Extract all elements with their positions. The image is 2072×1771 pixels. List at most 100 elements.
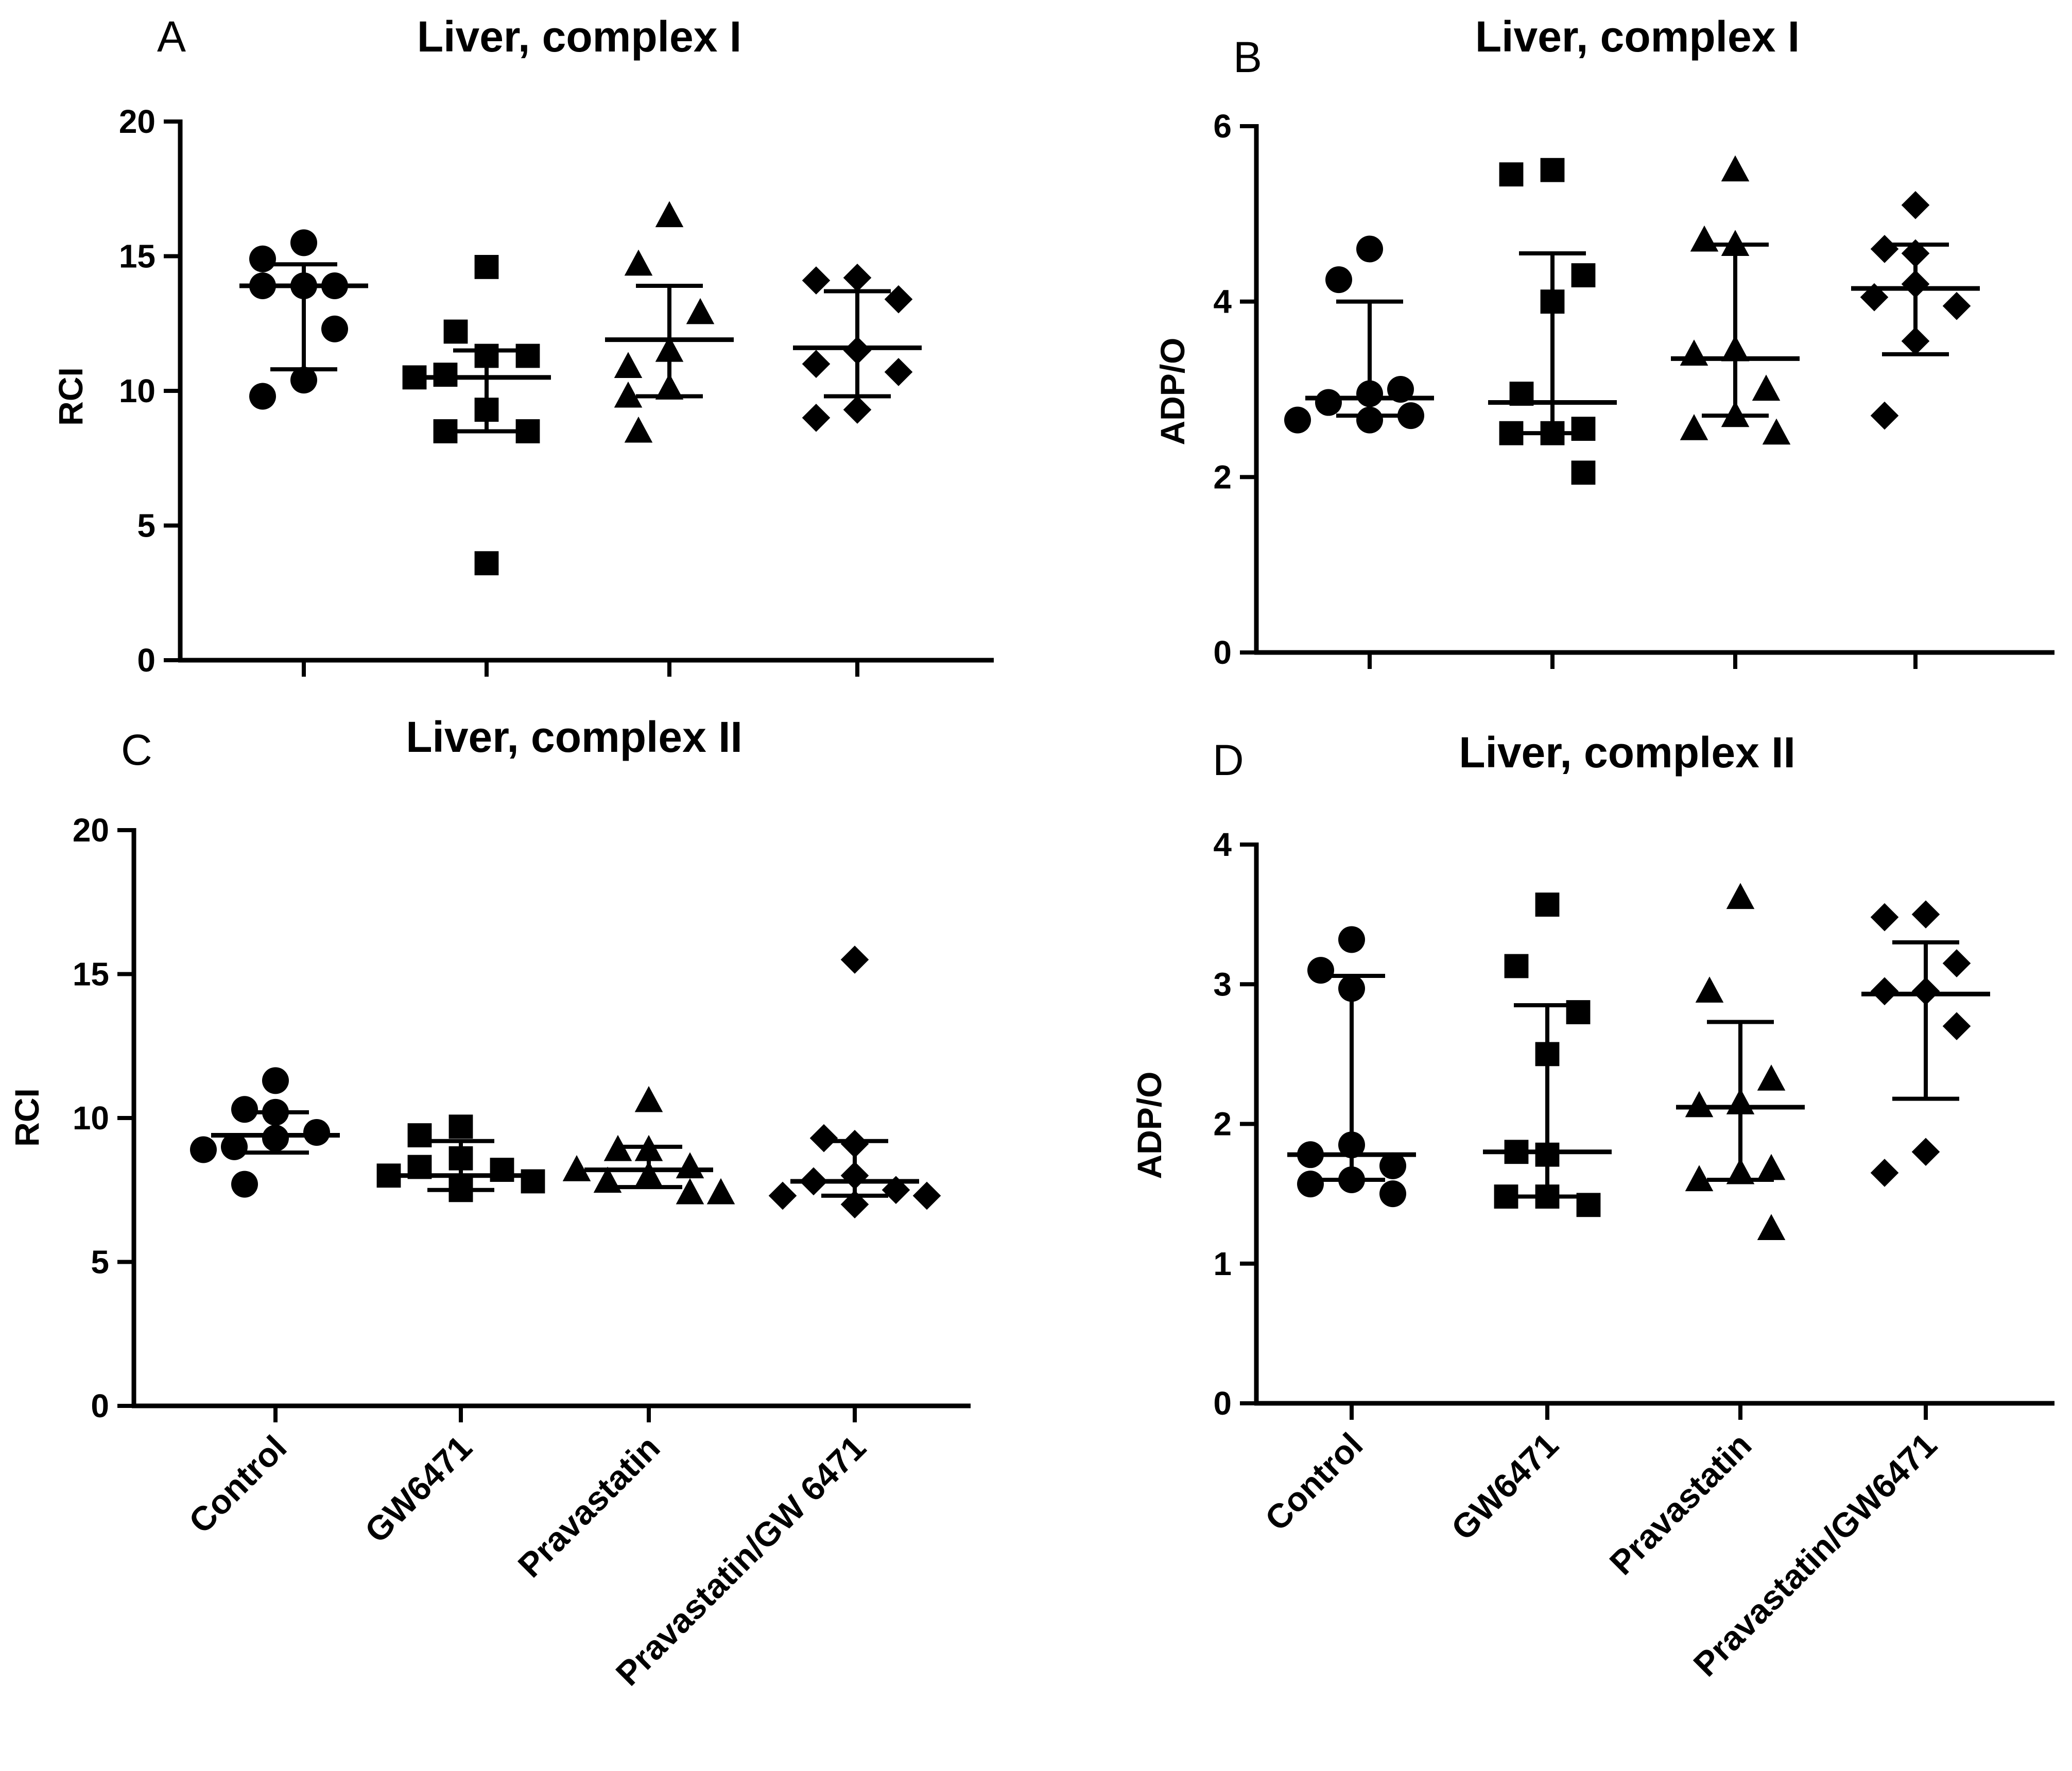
panel-a: A Liver, complex I RCI 0 5 10 15 20 bbox=[51, 12, 994, 679]
data-point bbox=[1690, 225, 1719, 252]
data-point bbox=[706, 1178, 735, 1205]
x-category-label: Control bbox=[181, 1428, 293, 1540]
data-point bbox=[474, 255, 499, 279]
y-tick-label: 10 bbox=[73, 1099, 109, 1137]
data-point bbox=[809, 1124, 838, 1153]
y-tick-label: 20 bbox=[73, 812, 109, 849]
y-tick-label: 4 bbox=[1213, 283, 1232, 320]
data-point bbox=[1757, 1154, 1786, 1180]
panel-d-letter: D bbox=[1213, 736, 1244, 784]
y-tick-label: 4 bbox=[1213, 826, 1232, 863]
data-point bbox=[1397, 402, 1424, 429]
data-point bbox=[1901, 191, 1930, 219]
data-point bbox=[676, 1178, 704, 1205]
data-point bbox=[262, 1067, 289, 1094]
data-point bbox=[1297, 1171, 1324, 1198]
panel-a-ylabel: RCI bbox=[51, 367, 90, 426]
data-point bbox=[290, 367, 317, 394]
data-point bbox=[1721, 155, 1750, 182]
panel-c-title: Liver, complex II bbox=[406, 713, 743, 761]
y-tick-label: 5 bbox=[137, 507, 156, 544]
data-point bbox=[1499, 162, 1524, 187]
data-point bbox=[1757, 1064, 1786, 1091]
panel-d-title: Liver, complex II bbox=[1459, 728, 1795, 777]
data-point bbox=[843, 396, 872, 424]
panel-c-ylabel: RCI bbox=[8, 1088, 46, 1147]
data-point bbox=[686, 298, 715, 324]
data-point bbox=[593, 1166, 622, 1193]
data-point bbox=[321, 315, 348, 342]
x-category-label: GW6471 bbox=[357, 1428, 479, 1550]
data-point bbox=[190, 1136, 217, 1163]
data-point bbox=[1284, 406, 1311, 434]
data-point bbox=[249, 383, 276, 410]
data-point bbox=[221, 1133, 248, 1160]
data-point bbox=[1911, 900, 1940, 929]
data-point bbox=[1680, 414, 1708, 440]
data-point bbox=[1870, 235, 1899, 263]
data-point bbox=[802, 350, 831, 378]
panel-d: D Liver, complex II ADP/O 0 1 2 3 4 Control GW… bbox=[1130, 728, 2054, 1683]
data-point bbox=[634, 1086, 663, 1112]
data-point bbox=[433, 363, 458, 387]
panel-b-letter: B bbox=[1233, 33, 1262, 81]
data-point bbox=[1540, 158, 1565, 182]
data-point bbox=[1685, 1165, 1714, 1192]
data-point bbox=[768, 1181, 797, 1210]
data-point bbox=[490, 1158, 514, 1182]
y-tick-label: 5 bbox=[91, 1244, 109, 1281]
panel-b-plot: 0 2 4 6 bbox=[1213, 108, 2054, 671]
data-point bbox=[231, 1171, 258, 1198]
data-point bbox=[1379, 1180, 1406, 1208]
data-point bbox=[1695, 976, 1724, 1003]
data-point bbox=[884, 358, 913, 386]
data-point bbox=[407, 1123, 432, 1147]
y-tick-label: 0 bbox=[1213, 1385, 1232, 1422]
data-point bbox=[624, 249, 653, 276]
x-category-label: Pravastatin bbox=[510, 1428, 667, 1585]
data-point bbox=[303, 1119, 330, 1146]
y-tick-label: 2 bbox=[1213, 458, 1232, 495]
data-point bbox=[1680, 339, 1708, 366]
x-category-label: GW6471 bbox=[1444, 1425, 1566, 1548]
data-point bbox=[1870, 903, 1899, 932]
data-point bbox=[1535, 892, 1560, 917]
data-point bbox=[1942, 1012, 1971, 1040]
data-point bbox=[676, 1152, 704, 1179]
data-point bbox=[1685, 1091, 1714, 1117]
data-point bbox=[614, 352, 643, 379]
y-tick-label: 15 bbox=[73, 956, 109, 993]
data-point bbox=[1870, 401, 1899, 430]
data-point bbox=[1757, 1214, 1786, 1241]
data-point bbox=[1571, 263, 1596, 287]
x-category-label: Control bbox=[1257, 1425, 1370, 1538]
data-point bbox=[1752, 374, 1781, 401]
data-point bbox=[655, 201, 684, 228]
panel-a-plot: 0 5 10 15 20 bbox=[119, 103, 994, 679]
data-point bbox=[443, 319, 468, 344]
data-point bbox=[1911, 1138, 1940, 1166]
data-point bbox=[1307, 957, 1334, 984]
data-point bbox=[912, 1181, 941, 1210]
panel-b-ylabel: ADP/O bbox=[1153, 337, 1192, 445]
data-point bbox=[1571, 460, 1596, 485]
data-point bbox=[1356, 406, 1383, 434]
data-point bbox=[474, 551, 499, 576]
y-tick-label: 20 bbox=[119, 103, 156, 140]
y-tick-label: 0 bbox=[1213, 634, 1232, 671]
data-point bbox=[1356, 235, 1383, 263]
y-tick-label: 1 bbox=[1213, 1245, 1232, 1282]
data-point bbox=[884, 285, 913, 314]
data-point bbox=[840, 945, 869, 974]
x-category-label: Pravastatin bbox=[1602, 1425, 1758, 1582]
panel-c: C Liver, complex II RCI 0 5 10 15 20 Control G… bbox=[8, 713, 971, 1693]
panel-b: B Liver, complex I ADP/O 0 2 4 6 bbox=[1153, 12, 2054, 671]
y-tick-label: 6 bbox=[1213, 108, 1232, 145]
y-tick-label: 15 bbox=[119, 238, 156, 275]
data-point bbox=[1315, 389, 1342, 416]
data-point bbox=[1870, 1159, 1899, 1187]
panel-a-title: Liver, complex I bbox=[417, 12, 741, 61]
